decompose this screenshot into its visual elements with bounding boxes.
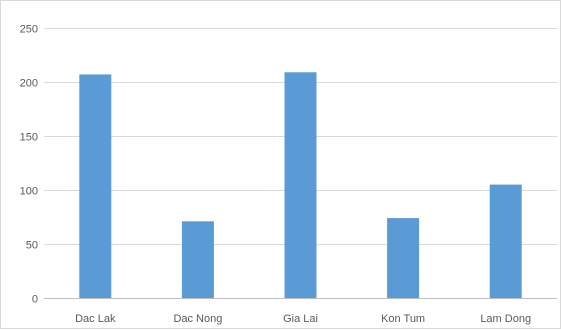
y-axis-ticks: 0 50 100 150 200 250 [20, 24, 38, 306]
x-tick-label: Kon Tum [381, 313, 425, 325]
y-tick-label: 0 [32, 294, 38, 306]
bars [79, 72, 522, 298]
y-tick-label: 200 [20, 78, 38, 90]
x-tick-label: Gia Lai [283, 313, 318, 325]
x-tick-label: Lam Dong [480, 313, 531, 325]
x-axis-ticks: Dac Lak Dac Nong Gia Lai Kon Tum Lam Dong [75, 313, 531, 325]
bar-kon-tum [387, 218, 420, 298]
y-tick-label: 250 [20, 24, 38, 36]
bar-dac-lak [79, 74, 112, 298]
y-tick-label: 50 [26, 240, 38, 252]
y-tick-label: 100 [20, 186, 38, 198]
x-tick-label: Dac Lak [75, 313, 116, 325]
bar-dac-nong [181, 221, 214, 298]
bar-lam-dong [489, 184, 522, 298]
y-tick-label: 150 [20, 132, 38, 144]
bar-gia-lai [284, 72, 317, 298]
x-tick-label: Dac Nong [173, 313, 222, 325]
